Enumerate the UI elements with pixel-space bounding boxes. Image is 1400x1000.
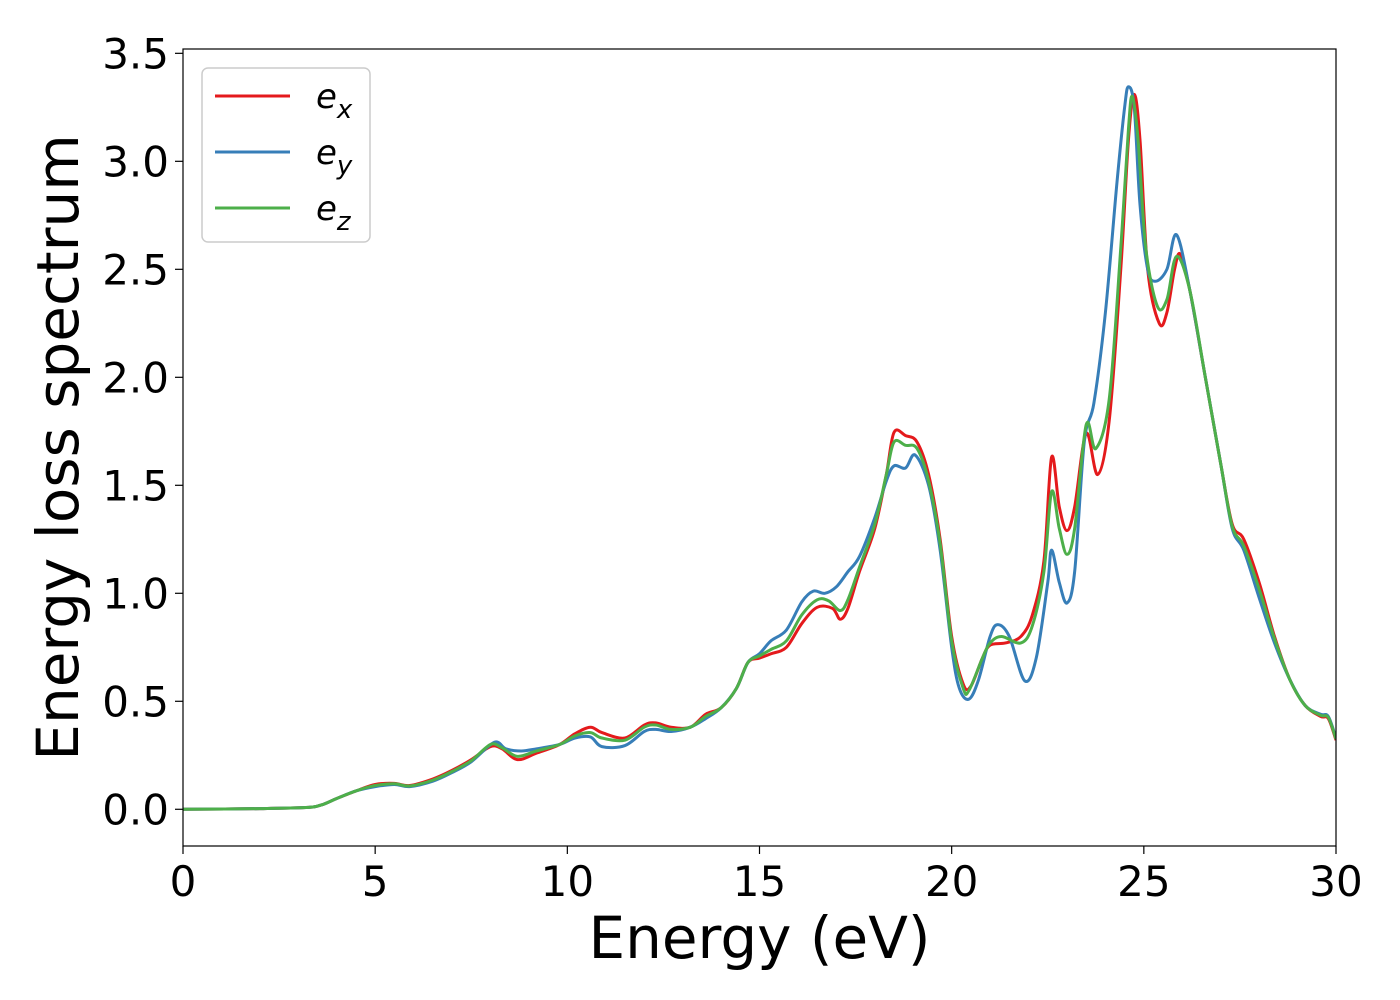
y-tick-label: 1.0 — [102, 569, 169, 618]
legend-label-subscript: z — [336, 207, 352, 237]
x-tick-label: 10 — [541, 857, 594, 906]
x-tick-label: 5 — [362, 857, 389, 906]
legend-box — [201, 67, 371, 243]
legend-item: ex — [215, 77, 353, 125]
x-tick-label: 30 — [1309, 857, 1362, 906]
y-tick-label: 2.5 — [102, 245, 169, 294]
y-tick-label: 3.5 — [102, 29, 169, 78]
y-axis-title: Energy loss spectrum — [24, 134, 92, 760]
x-tick-label: 15 — [733, 857, 786, 906]
y-tick-label: 1.5 — [102, 461, 169, 510]
series-layer — [183, 85, 1336, 811]
legend-label: ex — [316, 77, 353, 125]
x-tick-label: 0 — [170, 857, 197, 906]
x-tick-label: 25 — [1117, 857, 1170, 906]
legend-label-subscript: y — [336, 151, 353, 181]
legend-label-base: e — [316, 133, 337, 173]
y-tick-label: 3.0 — [102, 137, 169, 186]
y-tick-label: 0.0 — [102, 785, 169, 834]
legend-item: ey — [215, 133, 353, 181]
legend-label-base: e — [316, 189, 337, 229]
series-line-e-y — [183, 85, 1336, 811]
legend-label-base: e — [316, 77, 337, 117]
series-line-e-z — [183, 94, 1336, 811]
legend-label-subscript: x — [336, 95, 353, 125]
legend-label: ez — [316, 189, 352, 237]
y-axis: 0.0 0.5 1.0 1.5 2.0 2.5 3.0 3.5 — [102, 29, 183, 834]
y-tick-label: 0.5 — [102, 677, 169, 726]
x-tick-label: 20 — [925, 857, 978, 906]
y-tick-label: 2.0 — [102, 353, 169, 402]
x-axis-title: Energy (eV) — [588, 904, 930, 972]
x-axis: 0 5 10 15 20 25 30 — [170, 846, 1363, 906]
legend-label: ey — [316, 133, 353, 181]
series-line-e-x — [183, 92, 1336, 811]
legend-item: ez — [215, 189, 352, 237]
